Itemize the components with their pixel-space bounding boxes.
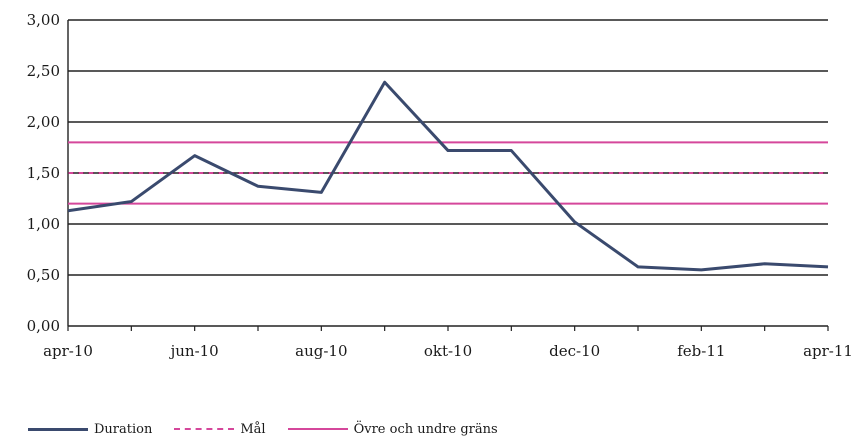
y-tick-label: 0,00 [27,317,60,335]
legend-item-duration: Duration [28,422,152,437]
x-tick-label: dec-10 [549,342,600,360]
legend: Duration Mål Övre och undre gräns [28,420,520,438]
y-tick-label: 3,00 [27,11,60,29]
y-tick-label: 2,50 [27,62,60,80]
series-duration-line [67,80,829,272]
x-tick-label: jun-10 [169,342,219,360]
legend-label-limits: Övre och undre gräns [353,421,498,437]
x-tick-label: aug-10 [295,342,347,360]
line-chart: 0,00 0,50 1,00 1,50 2,00 2,50 3,00 apr-10 jun-10… [27,11,853,360]
x-tick-label: feb-11 [677,342,725,360]
legend-label-duration: Duration [94,421,153,437]
legend-swatch-duration [28,427,88,431]
legend-swatch-limits [287,428,348,430]
legend-item-limits: Övre och undre gräns [287,421,498,437]
legend-swatch-goal [174,428,235,430]
x-tick-label: apr-10 [43,342,93,360]
x-tick-label: okt-10 [424,342,472,360]
x-tick-label: apr-11 [803,342,853,360]
y-tick-label: 1,00 [27,215,60,233]
legend-item-goal: Mål [174,421,266,437]
y-tick-label: 1,50 [27,164,60,182]
y-tick-label: 0,50 [27,266,60,284]
legend-label-goal: Mål [240,421,266,437]
y-tick-label: 2,00 [27,113,60,131]
